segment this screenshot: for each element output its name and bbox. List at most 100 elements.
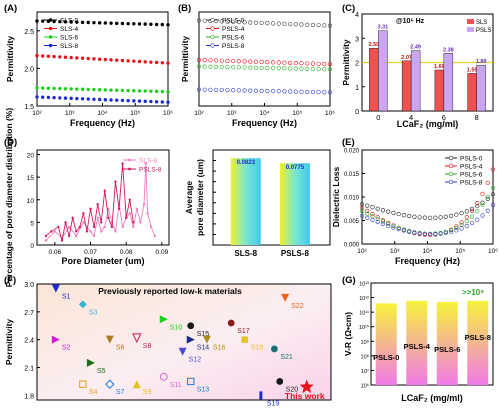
point-label: S16 <box>213 345 226 352</box>
data-point <box>46 95 51 100</box>
panel-e: (E) 10² 10³ 10⁴ 10⁵ 10⁶ 0.000 0.005 0.010 0.015 0.… <box>331 137 498 266</box>
data-point <box>299 89 304 94</box>
bar <box>436 301 458 385</box>
data-marker <box>105 379 115 389</box>
data-point <box>58 86 62 91</box>
y-axis-label: Permittivity <box>5 36 15 83</box>
y-axis-label: Average <box>184 181 194 215</box>
data-point <box>225 88 230 93</box>
data-point <box>69 96 73 101</box>
y-tick-label: 10⁶ <box>361 383 369 390</box>
data-point <box>97 97 102 102</box>
x-tick-label: 10⁶ <box>488 248 498 255</box>
panel-label: (A) <box>4 3 17 14</box>
data-point <box>126 21 130 26</box>
data-point <box>316 66 321 72</box>
data-point <box>454 212 459 217</box>
data-point <box>58 96 62 100</box>
data-point <box>75 234 78 238</box>
data-point <box>322 90 327 95</box>
data-point <box>115 58 119 62</box>
data-point <box>132 22 136 26</box>
data-point <box>412 230 417 235</box>
data-point <box>459 211 464 216</box>
data-point <box>242 20 247 25</box>
data-point <box>236 65 241 70</box>
y-tick-label: 2.7 <box>24 310 34 317</box>
data-point <box>44 239 48 242</box>
data-marker <box>241 336 248 343</box>
data-point <box>154 89 159 94</box>
point-label: S4 <box>89 389 98 396</box>
bar-value-label: 1.55 <box>467 67 478 73</box>
data-point <box>202 18 207 23</box>
data-point <box>75 20 79 24</box>
data-point <box>225 65 230 70</box>
data-point <box>386 209 391 214</box>
data-point <box>299 66 304 71</box>
legend-label: PSLS-6 <box>222 35 245 42</box>
data-marker <box>159 372 168 381</box>
x-tick-label: 10³ <box>390 248 400 255</box>
data-point <box>469 208 475 213</box>
data-marker <box>270 345 278 353</box>
y-tick-label: 0.015 <box>344 172 360 178</box>
x-tick-label: 10⁶ <box>325 110 335 117</box>
data-point <box>370 212 375 217</box>
data-point <box>126 59 130 63</box>
data-point <box>139 221 142 224</box>
y-tick-label: 1.8 <box>24 393 34 400</box>
data-point <box>253 59 259 64</box>
data-point <box>464 215 469 220</box>
data-marker <box>259 391 263 400</box>
data-point <box>316 23 321 28</box>
data-point <box>259 20 264 26</box>
x-tick-label: 10⁵ <box>292 110 302 117</box>
data-marker <box>281 293 290 302</box>
data-point <box>80 97 85 101</box>
data-point <box>103 88 108 92</box>
data-point <box>213 58 219 63</box>
data-point <box>144 162 148 165</box>
legend-marker <box>448 163 454 169</box>
data-point <box>443 214 448 219</box>
x-tick-label: 10⁴ <box>422 248 432 255</box>
legend-label: PSLS-8 <box>460 180 483 187</box>
data-point <box>75 56 79 60</box>
data-point <box>40 95 45 99</box>
x-tick-label: 0 <box>376 113 380 122</box>
data-point <box>322 23 327 28</box>
data-point <box>270 21 276 26</box>
data-point <box>265 88 270 94</box>
point-label: S20 <box>286 386 299 393</box>
data-point <box>236 59 241 64</box>
data-point <box>282 60 287 65</box>
data-point <box>265 60 270 65</box>
data-point <box>202 58 207 63</box>
data-point <box>480 191 485 196</box>
data-marker <box>187 322 195 330</box>
y-axis-label: Percentage of pore diameter distribution… <box>4 108 14 288</box>
data-point <box>114 230 117 233</box>
data-point <box>63 20 68 24</box>
data-point <box>67 225 71 229</box>
y-tick-label: 0.000 <box>344 243 360 249</box>
y-tick-label: 0 <box>355 109 359 116</box>
data-point <box>475 201 480 206</box>
data-point <box>92 57 96 61</box>
data-marker <box>276 378 284 385</box>
data-point <box>196 57 202 63</box>
bar-label: PSLS-0 <box>373 353 399 362</box>
data-point <box>92 20 96 25</box>
y-tick-label: 10¹¹ <box>359 311 369 317</box>
data-point <box>293 60 298 66</box>
data-point <box>143 99 147 104</box>
y-tick-label: 10¹³ <box>359 282 369 288</box>
data-point <box>276 21 281 26</box>
data-point <box>253 20 259 25</box>
data-point <box>370 214 375 219</box>
data-point <box>396 227 401 232</box>
data-point <box>225 19 230 24</box>
data-point <box>89 207 92 211</box>
data-point <box>166 100 170 104</box>
